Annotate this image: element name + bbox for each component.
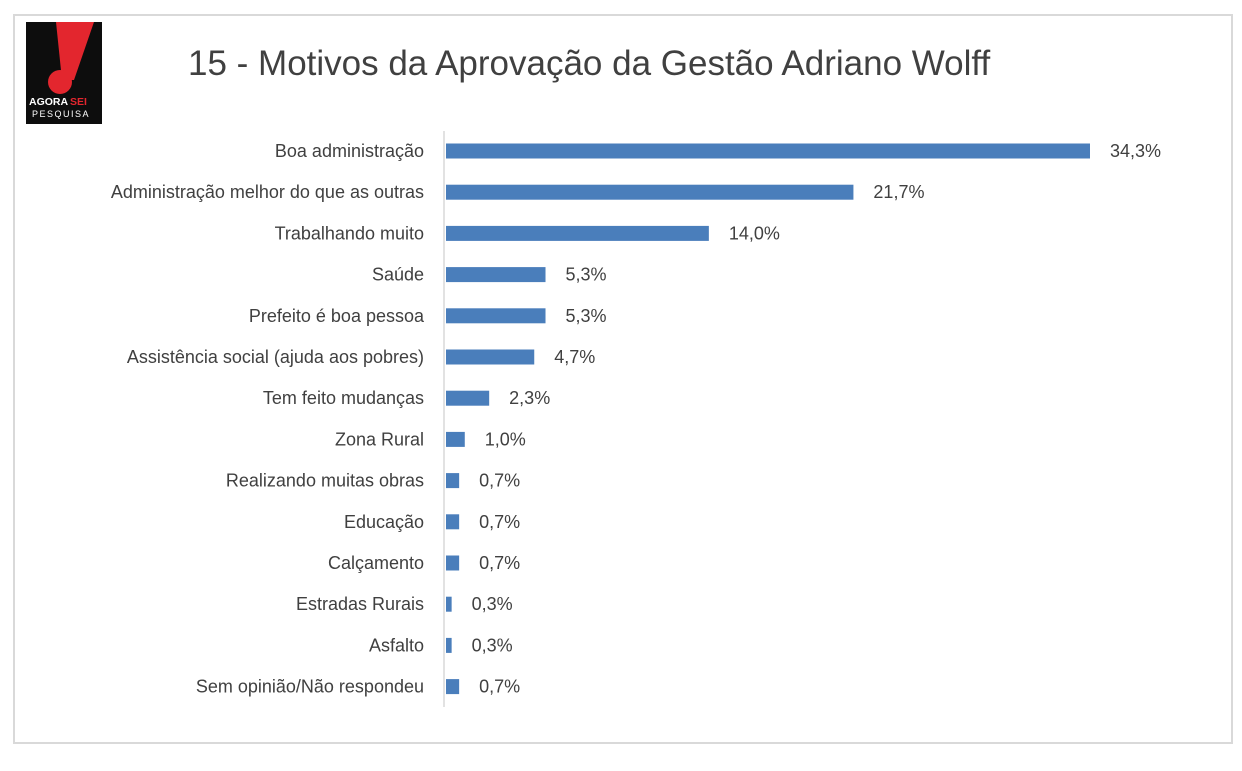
bar	[446, 596, 452, 612]
category-label: Trabalhando muito	[275, 223, 424, 243]
category-label: Tem feito mudanças	[263, 388, 424, 408]
value-label: 5,3%	[566, 306, 607, 326]
bar	[446, 555, 460, 571]
bar	[446, 679, 460, 695]
value-label: 0,3%	[472, 594, 513, 614]
bar	[446, 431, 465, 447]
value-label: 0,7%	[479, 471, 520, 491]
value-label: 0,7%	[479, 512, 520, 532]
value-label: 21,7%	[873, 182, 924, 202]
category-label: Realizando muitas obras	[226, 471, 424, 491]
value-label: 5,3%	[566, 265, 607, 285]
logo-text-agora: AGORA	[29, 96, 69, 108]
category-label: Boa administração	[275, 141, 424, 161]
logo-text-pesquisa: PESQUISA	[32, 109, 90, 119]
bar	[446, 349, 535, 365]
value-label: 0,7%	[479, 553, 520, 573]
value-label: 4,7%	[554, 347, 595, 367]
category-label: Asfalto	[369, 635, 424, 655]
bar	[446, 473, 460, 489]
chart-title: 15 - Motivos da Aprovação da Gestão Adri…	[188, 44, 991, 83]
category-label: Prefeito é boa pessoa	[249, 306, 425, 326]
value-label: 0,3%	[472, 635, 513, 655]
value-label: 14,0%	[729, 223, 780, 243]
category-label: Saúde	[372, 265, 424, 285]
bar	[446, 637, 452, 653]
logo-text-sei: SEI	[70, 96, 87, 108]
bar	[446, 514, 460, 530]
bar	[446, 390, 490, 406]
category-label: Assistência social (ajuda aos pobres)	[127, 347, 424, 367]
bar	[446, 225, 709, 241]
chart-frame	[13, 14, 1233, 744]
category-label: Estradas Rurais	[296, 594, 424, 614]
bar	[446, 143, 1090, 159]
agora-sei-logo: AGORA SEI PESQUISA	[26, 22, 102, 124]
value-label: 0,7%	[479, 677, 520, 697]
value-label: 2,3%	[509, 388, 550, 408]
category-label: Administração melhor do que as outras	[111, 182, 424, 202]
bar	[446, 267, 546, 283]
bar	[446, 308, 546, 324]
value-label: 1,0%	[485, 429, 526, 449]
category-label: Sem opinião/Não respondeu	[196, 677, 424, 697]
exclamation-mark-icon	[56, 22, 94, 80]
category-label: Zona Rural	[335, 429, 424, 449]
category-label: Educação	[344, 512, 424, 532]
bar	[446, 184, 854, 200]
value-label: 34,3%	[1110, 141, 1161, 161]
category-label: Calçamento	[328, 553, 424, 573]
exclamation-dot-icon	[48, 70, 72, 94]
